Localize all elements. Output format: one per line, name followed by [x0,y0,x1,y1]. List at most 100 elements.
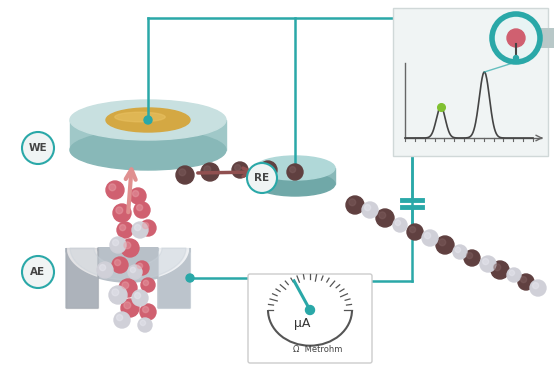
Circle shape [247,163,277,193]
Text: WE: WE [29,143,47,153]
Circle shape [117,222,133,238]
Circle shape [113,204,131,222]
Polygon shape [158,248,190,308]
Circle shape [141,278,155,292]
Circle shape [393,218,407,232]
Circle shape [130,267,136,272]
Circle shape [121,299,139,317]
Circle shape [507,268,521,282]
Circle shape [119,279,137,297]
Circle shape [97,262,113,278]
Circle shape [262,164,269,171]
Text: Ω  Metrohm: Ω Metrohm [293,345,343,354]
Circle shape [532,283,538,289]
Circle shape [109,286,127,304]
Circle shape [135,292,141,299]
Circle shape [480,256,496,272]
Circle shape [135,225,141,230]
FancyBboxPatch shape [393,8,548,156]
Circle shape [109,184,116,191]
Circle shape [407,224,423,240]
Ellipse shape [255,172,335,196]
Ellipse shape [70,100,226,140]
Polygon shape [255,168,335,184]
Circle shape [116,314,122,321]
Circle shape [112,257,128,273]
Circle shape [186,274,194,282]
Circle shape [466,252,473,259]
Circle shape [176,166,194,184]
Text: RE: RE [254,173,270,183]
Polygon shape [66,248,98,308]
Circle shape [142,223,148,229]
Polygon shape [70,248,186,280]
Circle shape [287,164,303,180]
Circle shape [115,260,121,266]
Circle shape [140,304,156,320]
Circle shape [365,205,371,211]
Circle shape [362,202,378,218]
Circle shape [494,264,501,271]
Circle shape [140,320,146,326]
Circle shape [22,132,54,164]
Circle shape [349,199,356,206]
Circle shape [140,220,156,236]
Polygon shape [70,120,226,150]
Circle shape [346,196,364,214]
Circle shape [424,232,430,239]
Circle shape [514,56,519,60]
Circle shape [135,261,149,275]
Circle shape [144,116,152,124]
Circle shape [232,162,248,178]
Circle shape [518,274,534,290]
Circle shape [142,307,148,313]
Circle shape [305,305,315,314]
Circle shape [116,207,123,214]
Text: μA: μA [294,316,310,330]
Polygon shape [66,248,190,308]
Circle shape [138,318,152,332]
Circle shape [453,245,467,259]
Circle shape [464,250,480,266]
Circle shape [132,191,138,197]
Circle shape [128,265,142,279]
Ellipse shape [115,112,165,122]
Circle shape [290,167,296,172]
Circle shape [509,270,515,276]
Circle shape [100,265,106,270]
Circle shape [124,242,131,249]
Circle shape [436,236,454,254]
Circle shape [409,227,416,232]
Circle shape [483,259,489,265]
Circle shape [136,205,142,211]
Circle shape [491,261,509,279]
Circle shape [292,165,298,171]
Circle shape [124,302,131,309]
Circle shape [439,239,446,246]
Circle shape [112,240,119,246]
Circle shape [379,212,386,219]
Circle shape [112,289,119,296]
Circle shape [455,247,460,252]
Circle shape [259,161,277,179]
Circle shape [106,181,124,199]
Circle shape [132,290,148,306]
Ellipse shape [106,108,190,132]
Circle shape [114,312,130,328]
Circle shape [204,166,211,173]
Circle shape [530,280,546,296]
FancyArrow shape [540,25,554,51]
Circle shape [143,280,148,285]
Text: AE: AE [30,267,45,277]
Circle shape [122,282,129,289]
Circle shape [137,263,142,269]
Circle shape [22,256,54,288]
Circle shape [376,209,394,227]
Circle shape [132,222,148,238]
Circle shape [507,29,525,47]
Circle shape [110,237,126,253]
Ellipse shape [255,156,335,180]
Circle shape [120,225,126,230]
Circle shape [130,188,146,204]
Circle shape [422,230,438,246]
